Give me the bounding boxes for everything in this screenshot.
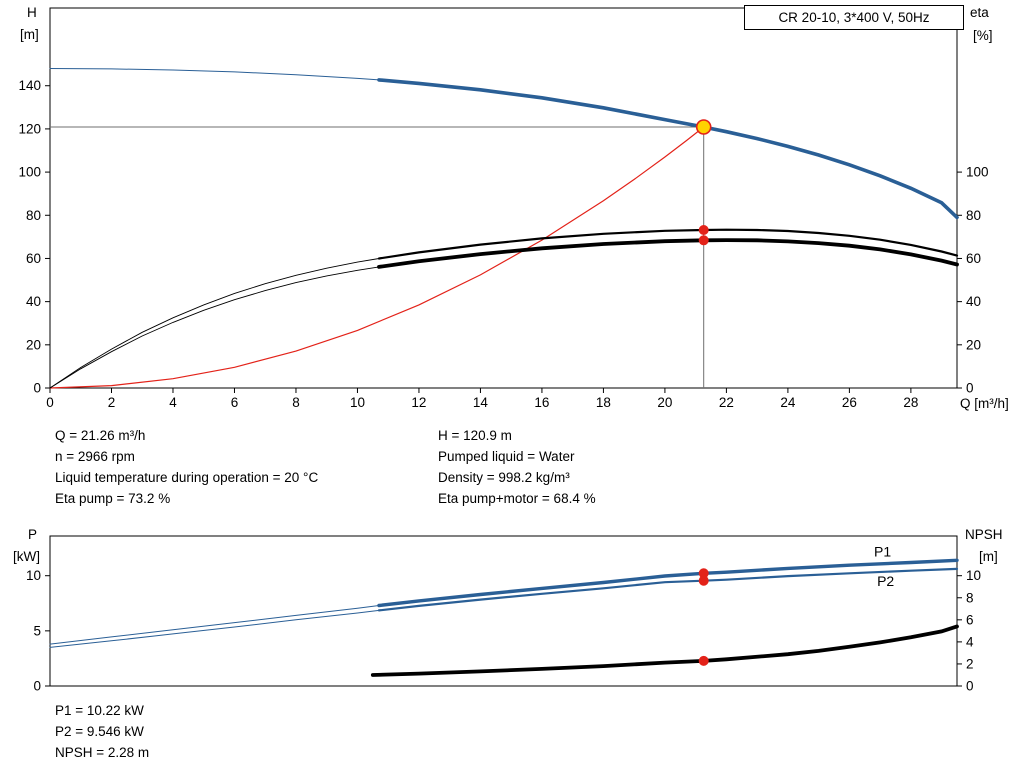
plot-frame (49, 535, 958, 687)
info-head: H = 120.9 m (438, 428, 512, 443)
plot-frame (49, 7, 958, 389)
x-tick-label: 18 (596, 395, 611, 410)
x-tick-label: 2 (108, 395, 116, 410)
y-tick-label-left: 20 (26, 337, 41, 352)
q-axis-label: Q [m³/h] (960, 396, 1009, 411)
y-tick-label-right: 0 (966, 679, 974, 694)
info-speed: n = 2966 rpm (55, 449, 135, 464)
y-tick-label-right: 4 (966, 634, 974, 649)
info-eta-pump-motor: Eta pump+motor = 68.4 % (438, 491, 596, 506)
series-P2-thin (49, 609, 380, 648)
y-tick-label-left: 40 (26, 294, 41, 309)
x-tick-label: 16 (534, 395, 549, 410)
p2-point (698, 575, 709, 586)
duty-point[interactable] (695, 119, 712, 135)
series-P1 (377, 558, 959, 608)
y-tick-label-left: 140 (18, 78, 41, 93)
eta-pump-motor-point (698, 235, 709, 246)
info-pumped-liquid: Pumped liquid = Water (438, 449, 575, 464)
info-eta-pump: Eta pump = 73.2 % (55, 491, 171, 506)
series-NPSH (370, 624, 959, 677)
y-tick-label-right: 80 (966, 208, 981, 223)
info-p1: P1 = 10.22 kW (55, 703, 144, 718)
y-tick-label-right: 0 (966, 381, 974, 396)
y-tick-label-right: 8 (966, 590, 974, 605)
x-tick-label: 4 (169, 395, 177, 410)
y-tick-label-left: 60 (26, 251, 41, 266)
series-P1-thin (49, 605, 380, 645)
info-flow: Q = 21.26 m³/h (55, 428, 146, 443)
chart-area-1: 0 5 10 0 2 4 6 8 10 P1 P2 (26, 535, 981, 694)
x-tick-label: 8 (292, 395, 300, 410)
y-tick-label-right: 6 (966, 612, 974, 627)
npsh-axis-label: NPSH (965, 527, 1003, 542)
x-tick-label: 20 (657, 395, 672, 410)
x-tick-label: 6 (231, 395, 239, 410)
x-tick-label: 12 (411, 395, 426, 410)
series-system-curve (49, 126, 705, 389)
eta-pump-point (698, 225, 709, 235)
series-eta-pump-thin (49, 258, 380, 389)
series-H-thin (49, 68, 380, 81)
y-tick-label-right: 100 (966, 165, 989, 180)
info-density: Density = 998.2 kg/m³ (438, 470, 570, 485)
info-liquid-temp: Liquid temperature during operation = 20… (55, 470, 319, 485)
curve-label-P2: P2 (877, 573, 894, 589)
y-tick-label-right: 10 (966, 568, 981, 583)
h-axis-unit: [m] (20, 27, 39, 42)
p-axis-label: P (28, 527, 38, 542)
y-tick-label-right: 40 (966, 294, 981, 309)
series-eta-pump-motor-thin (49, 266, 380, 389)
x-tick-label: 0 (46, 395, 54, 410)
h-axis-label: H (27, 5, 37, 20)
x-tick-label: 22 (719, 395, 734, 410)
y-tick-label-right: 20 (966, 337, 981, 352)
y-tick-label-left: 0 (33, 381, 41, 396)
curve-label-P1: P1 (874, 543, 891, 559)
info-p2: P2 = 9.546 kW (55, 724, 144, 739)
p-axis-unit: [kW] (13, 549, 40, 564)
x-tick-label: 14 (473, 395, 489, 410)
y-tick-label-left: 0 (33, 679, 41, 694)
eta-axis-label: eta (970, 5, 989, 20)
y-tick-label-right: 60 (966, 251, 981, 266)
series-P2 (377, 567, 959, 612)
eta-axis-unit: [%] (973, 28, 993, 43)
series-H (377, 78, 959, 220)
y-tick-label-left: 100 (18, 165, 41, 180)
info-npsh: NPSH = 2.28 m (55, 745, 150, 760)
x-tick-label: 26 (842, 395, 857, 410)
series-eta-pump-motor (377, 238, 959, 269)
y-tick-label-left: 5 (33, 623, 41, 638)
p1-point (698, 568, 709, 579)
npsh-point (698, 655, 709, 666)
x-tick-label: 28 (903, 395, 918, 410)
npsh-axis-unit: [m] (979, 549, 998, 564)
series-eta-pump (377, 228, 959, 260)
y-tick-label-left: 80 (26, 208, 41, 223)
y-tick-label-right: 2 (966, 656, 974, 671)
x-tick-label: 24 (780, 395, 796, 410)
y-tick-label-left: 120 (18, 121, 41, 136)
pump-model-title: CR 20-10, 3*400 V, 50Hz (744, 5, 964, 30)
x-tick-label: 10 (350, 395, 365, 410)
y-tick-label-left: 10 (26, 568, 41, 583)
